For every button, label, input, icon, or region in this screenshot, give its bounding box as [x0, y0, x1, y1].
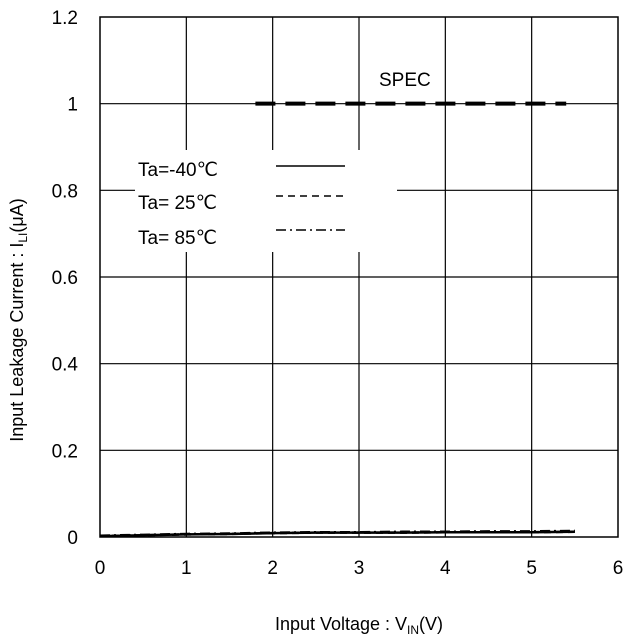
y-tick-label-1: 0.2 [52, 441, 78, 462]
series-line-3 [99, 529, 575, 537]
legend-background [135, 150, 397, 252]
y-tick-label-6: 1.2 [52, 8, 78, 29]
y-axis-label: Input Leakage Current : ILI(μA) [7, 198, 30, 442]
spec-label: SPEC [379, 70, 431, 91]
x-tick-label-5: 5 [526, 558, 537, 579]
x-tick-label-3: 3 [354, 558, 365, 579]
x-axis-label: Input Voltage : VIN(V) [275, 614, 443, 637]
y-tick-label-2: 0.4 [52, 355, 79, 376]
plot-frame [99, 16, 619, 538]
spec-line-group: SPEC [255, 70, 567, 106]
y-tick-label-0: 0 [67, 528, 78, 549]
x-tick-label-1: 1 [181, 558, 192, 579]
legend-label-1: Ta=-40℃ [138, 160, 218, 181]
y-tick-label-5: 1 [67, 95, 78, 116]
legend: Ta=-40℃ Ta= 25℃ Ta= 85℃ [135, 150, 397, 252]
y-tick-label-3: 0.6 [52, 268, 78, 289]
tick-labels: 0 1 2 3 4 5 6 0 0.2 0.4 0.6 0.8 1 1.2 [52, 8, 624, 579]
x-tick-label-4: 4 [440, 558, 451, 579]
x-tick-label-2: 2 [267, 558, 278, 579]
legend-label-2: Ta= 25℃ [138, 193, 217, 214]
series-lines [99, 529, 575, 538]
legend-label-3: Ta= 85℃ [138, 228, 217, 249]
plot-border [99, 16, 619, 538]
x-tick-label-0: 0 [95, 558, 106, 579]
x-tick-label-6: 6 [613, 558, 624, 579]
y-tick-label-4: 0.8 [52, 181, 78, 202]
grid [100, 17, 618, 537]
